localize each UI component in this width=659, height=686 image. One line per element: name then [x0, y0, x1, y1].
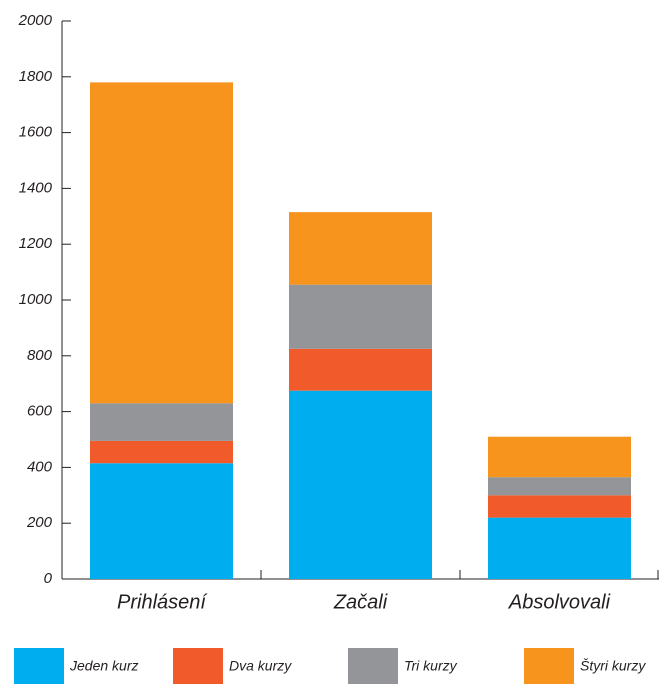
bar-segment: [289, 390, 432, 579]
bar-segment: [488, 436, 631, 478]
y-tick-label: 0: [44, 570, 53, 587]
legend-label: Štyri kurzy: [580, 658, 646, 674]
y-tick-label: 1800: [19, 68, 53, 85]
bar-segment: [289, 284, 432, 349]
bar-segment: [488, 517, 631, 579]
legend-label: Jeden kurz: [69, 658, 138, 674]
bar-segment: [289, 212, 432, 285]
bar-segment: [488, 495, 631, 518]
bar-segment: [90, 463, 233, 579]
y-tick-label: 1200: [19, 235, 53, 252]
x-tick-label: Prihlásení: [117, 591, 208, 613]
legend-swatch: [348, 648, 398, 684]
legend-label: Tri kurzy: [404, 658, 458, 674]
y-tick-label: 2000: [18, 12, 53, 29]
legend-swatch: [173, 648, 223, 684]
y-tick-label: 600: [27, 403, 53, 420]
legend-swatch: [524, 648, 574, 684]
y-tick-label: 400: [27, 458, 53, 475]
y-tick-label: 1400: [19, 179, 53, 196]
bar-segment: [90, 403, 233, 441]
bar-segment: [90, 82, 233, 404]
y-tick-label: 1000: [19, 291, 53, 308]
bar-segment: [289, 348, 432, 391]
bar-segment: [488, 477, 631, 496]
legend-swatch: [14, 648, 64, 684]
x-tick-label: Absolvovali: [508, 591, 611, 613]
y-tick-label: 800: [27, 347, 53, 364]
bar-segment: [90, 440, 233, 464]
x-tick-label: Začali: [333, 591, 388, 613]
y-tick-label: 1600: [19, 124, 53, 141]
legend-label: Dva kurzy: [229, 658, 292, 674]
y-tick-label: 200: [26, 514, 53, 531]
